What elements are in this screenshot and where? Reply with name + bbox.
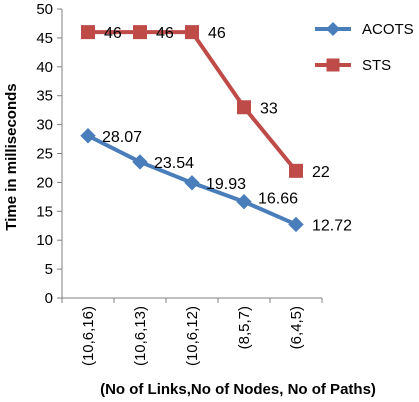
legend: ACOTS STS <box>315 21 414 74</box>
data-point-sts <box>237 100 251 115</box>
y-tick-label: 40 <box>36 59 53 76</box>
legend-marker-sts <box>326 58 340 72</box>
y-tick-label: 15 <box>36 203 53 220</box>
y-tick-label: 5 <box>45 261 53 278</box>
x-tick-label: (6,4,5) <box>288 306 305 349</box>
y-tick-label: 50 <box>36 1 53 18</box>
data-point-acots <box>184 175 200 191</box>
data-label-acots: 12.72 <box>312 217 352 234</box>
y-tick-label: 20 <box>36 174 53 191</box>
data-labels: 28.07 23.54 19.93 16.66 12.72 46 46 46 33 22 <box>102 25 352 234</box>
y-tick-label: 45 <box>36 30 53 47</box>
y-tick-label: 25 <box>36 146 53 163</box>
y-tick-label: 30 <box>36 117 53 134</box>
data-label-acots: 28.07 <box>102 129 142 146</box>
data-point-sts <box>81 25 95 40</box>
data-label-acots: 23.54 <box>154 155 194 172</box>
x-axis-ticks: (10,6,16) (10,6,13) (10,6,12) (8,5,7) (6,4,5… <box>61 298 323 366</box>
data-point-sts <box>133 25 147 40</box>
series-layer <box>80 25 304 233</box>
x-tick-label: (10,6,12) <box>184 306 201 366</box>
y-tick-label: 0 <box>45 290 53 307</box>
y-tick-label: 10 <box>36 232 53 249</box>
data-label-sts: 46 <box>208 25 226 42</box>
data-label-sts: 33 <box>260 100 278 117</box>
data-label-sts: 46 <box>104 25 122 42</box>
data-point-acots <box>236 193 252 210</box>
legend-label-sts: STS <box>362 57 391 74</box>
y-tick-label: 35 <box>36 88 53 105</box>
x-tick-label: (10,6,16) <box>80 306 97 366</box>
data-label-acots: 19.93 <box>206 176 246 193</box>
x-axis-title: (No of Links,No of Nodes, No of Paths) <box>100 381 376 398</box>
data-point-acots <box>132 154 148 170</box>
data-label-sts: 22 <box>312 164 330 181</box>
y-axis-title: Time in milliseconds <box>3 83 20 230</box>
y-axis-ticks: 0 5 10 15 20 25 30 35 40 45 50 <box>36 1 62 307</box>
legend-label-acots: ACOTS <box>362 21 414 38</box>
legend-marker-acots <box>326 22 340 36</box>
x-tick-label: (8,5,7) <box>236 306 253 349</box>
x-tick-label: (10,6,13) <box>132 306 149 366</box>
data-point-acots <box>80 128 96 144</box>
data-point-sts <box>289 163 303 178</box>
data-point-acots <box>288 216 304 233</box>
data-label-acots: 16.66 <box>258 191 298 208</box>
data-point-sts <box>185 25 199 40</box>
data-label-sts: 46 <box>156 25 174 42</box>
